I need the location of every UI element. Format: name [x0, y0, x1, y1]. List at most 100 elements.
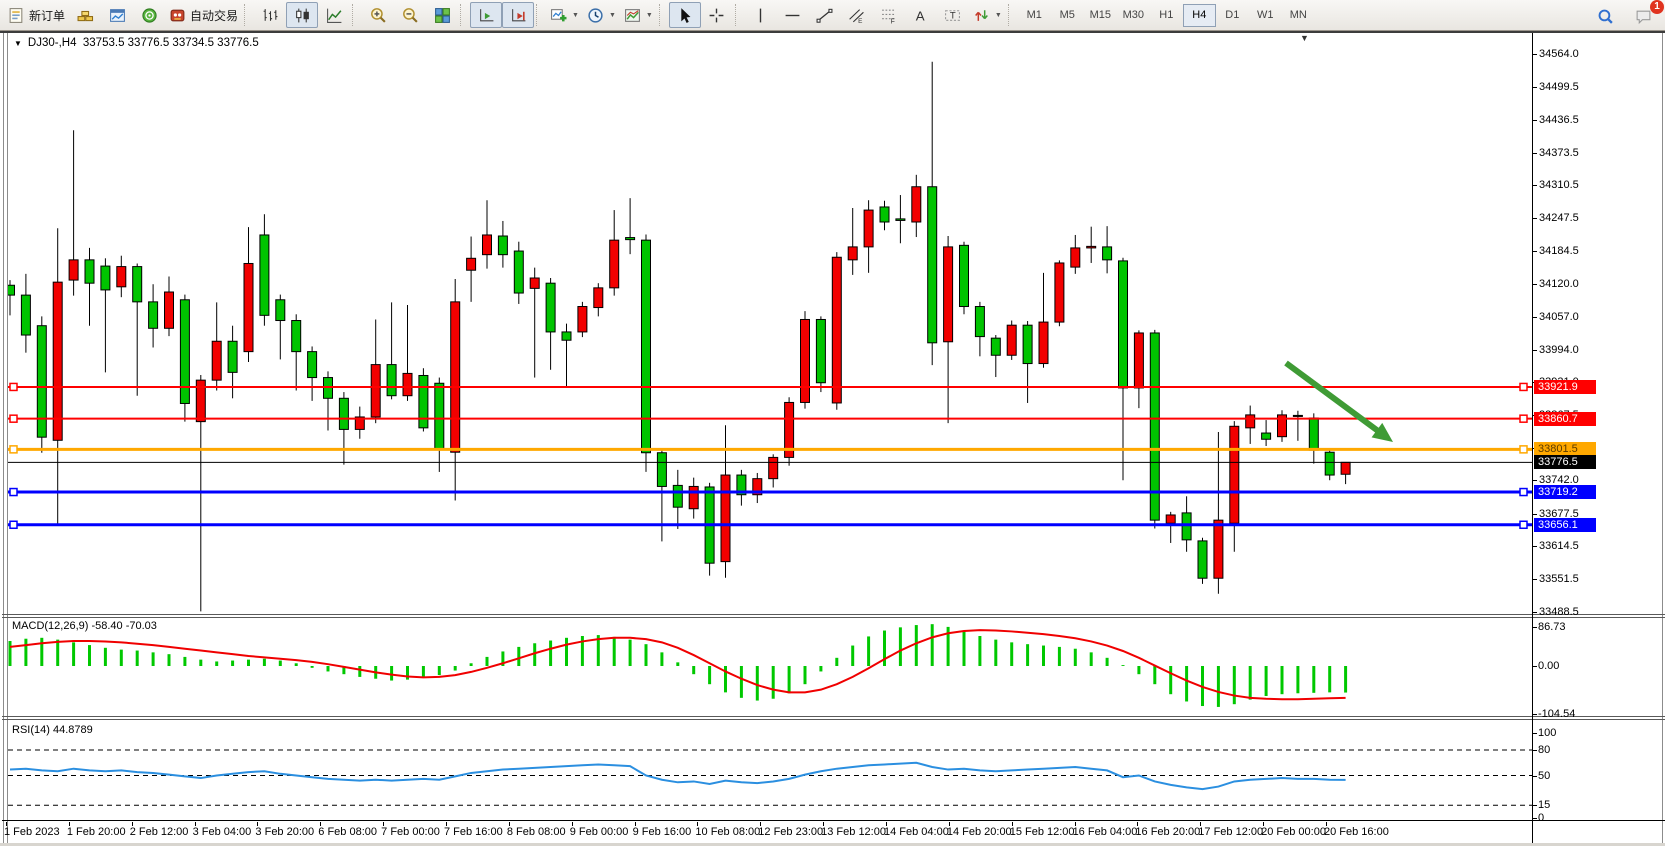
auto-scroll-button[interactable] — [470, 2, 503, 28]
price-tick-label: 33488.5 — [1539, 605, 1579, 618]
date-label: 10 Feb 08:00 — [695, 826, 761, 838]
search-button[interactable] — [1589, 3, 1621, 29]
date-tick — [257, 822, 259, 826]
candle — [418, 374, 429, 429]
crosshair-button[interactable] — [701, 2, 733, 28]
candle — [1086, 245, 1097, 249]
toolbar-right-group: 1 — [1589, 0, 1664, 29]
fibonacci-button[interactable]: F — [873, 2, 905, 28]
line-chart-button[interactable] — [318, 2, 350, 28]
signals-button[interactable] — [133, 2, 165, 28]
date-tick — [1074, 822, 1076, 826]
community-button[interactable]: 1 — [1627, 0, 1664, 29]
trendline-button[interactable] — [809, 2, 841, 28]
date-label: 1 Feb 2023 — [4, 826, 60, 838]
main-candlestick-chart[interactable] — [8, 33, 1532, 614]
bottom-scroll-strip[interactable] — [0, 843, 1665, 846]
macd-tick — [1532, 713, 1537, 715]
candle — [1292, 414, 1303, 417]
date-label: 20 Feb 00:00 — [1261, 826, 1326, 838]
timeframe-m1-button[interactable]: M1 — [1026, 9, 1042, 21]
text-button[interactable]: A — [905, 2, 937, 28]
indicators-button[interactable]: ▼ — [546, 2, 583, 28]
price-tick — [1532, 579, 1537, 580]
vertical-line-icon — [760, 8, 762, 22]
periods-button[interactable]: ▼ — [583, 2, 620, 28]
timeframe-m15-button[interactable]: M15 — [1089, 9, 1111, 21]
date-tick — [885, 822, 887, 826]
candle — [132, 266, 143, 303]
vertical-line-button[interactable] — [745, 2, 777, 28]
candle — [1340, 461, 1351, 475]
level-line-anchor — [9, 487, 18, 497]
candlestick-chart-button[interactable] — [286, 2, 319, 28]
pane-separator[interactable] — [2, 719, 1665, 720]
timeframe-h4-button[interactable]: H4 — [1182, 3, 1216, 27]
dropdown-caret-icon: ▼ — [645, 11, 653, 19]
pane-separator[interactable] — [2, 716, 1665, 717]
candle — [370, 364, 381, 418]
date-tick — [68, 822, 70, 826]
date-label: 3 Feb 04:00 — [192, 826, 252, 838]
candle — [625, 237, 636, 241]
templates-button[interactable]: ▼ — [620, 2, 657, 28]
tile-windows-button[interactable] — [426, 2, 458, 28]
timeframe-w1-button[interactable]: W1 — [1257, 9, 1274, 21]
timeframe-d1-button[interactable]: D1 — [1225, 9, 1240, 21]
horizontal-line-button[interactable] — [777, 2, 809, 28]
line-chart-icon — [326, 8, 341, 23]
price-tick — [1532, 218, 1537, 220]
candle — [641, 239, 651, 454]
zoom-in-button[interactable] — [362, 2, 394, 28]
zoom-out-button[interactable] — [394, 2, 426, 28]
candle — [513, 250, 524, 294]
timeframe-m5-button[interactable]: M5 — [1059, 9, 1075, 21]
toolbar-separator — [460, 4, 468, 26]
candle — [354, 416, 365, 430]
bar-chart-button[interactable] — [254, 2, 286, 28]
timeframe-m30-button[interactable]: M30 — [1122, 9, 1144, 21]
candle — [466, 257, 477, 271]
candlestick-chart-icon — [295, 8, 309, 22]
candle — [1102, 246, 1113, 261]
candle — [847, 246, 858, 261]
date-tick — [1011, 822, 1013, 826]
rsi-tick-label: 15 — [1538, 799, 1551, 812]
toolbar-separator — [536, 4, 544, 26]
pane-separator[interactable] — [2, 614, 1665, 615]
rsi-indicator-pane[interactable] — [8, 721, 1532, 820]
market-watch-icon — [109, 8, 125, 22]
auto-trading-button[interactable]: 自动交易 — [165, 2, 242, 28]
text-label-button[interactable]: T — [937, 2, 969, 28]
timeframe-mn-button[interactable]: MN — [1289, 9, 1307, 21]
timeframe-h1-button[interactable]: H1 — [1159, 9, 1174, 21]
chart-shift-button[interactable] — [502, 2, 535, 28]
pane-separator[interactable] — [2, 617, 1665, 618]
window-left-border-inner — [7, 33, 8, 845]
svg-text:T: T — [950, 10, 956, 21]
candle — [1277, 414, 1287, 438]
rsi-label: RSI(14) 44.8789 — [12, 724, 93, 736]
gold-bars-button[interactable] — [69, 2, 101, 28]
price-level-badge: 33860.7 — [1534, 411, 1596, 426]
arrow-annotation[interactable] — [1284, 360, 1393, 442]
equidistant-channel-button[interactable]: E — [841, 2, 873, 28]
candle — [974, 306, 985, 338]
chart-shift-marker-icon[interactable]: ▼ — [1300, 33, 1309, 43]
price-tick-label: 34310.5 — [1539, 179, 1579, 192]
rsi-tick-label: 50 — [1538, 769, 1551, 782]
price-tick — [1532, 546, 1537, 548]
chart-symbol-ohlc-label[interactable]: ▼ DJ30-,H4 33753.5 33776.5 33734.5 33776.… — [14, 37, 259, 49]
indicators-icon — [551, 8, 567, 21]
candle — [831, 256, 842, 404]
arrows-button[interactable]: ▼ — [969, 2, 1006, 28]
new-order-button[interactable]: 新订单 — [4, 2, 69, 28]
equidistant-channel-icon: E — [849, 8, 865, 24]
cursor-button[interactable] — [668, 2, 701, 28]
date-tick — [1137, 822, 1139, 826]
market-watch-button[interactable] — [101, 2, 133, 28]
price-level-badge: 33921.9 — [1534, 379, 1596, 394]
price-level-badge: 33801.5 — [1534, 442, 1596, 457]
date-tick — [1200, 822, 1202, 826]
macd-indicator-pane[interactable] — [8, 618, 1532, 715]
